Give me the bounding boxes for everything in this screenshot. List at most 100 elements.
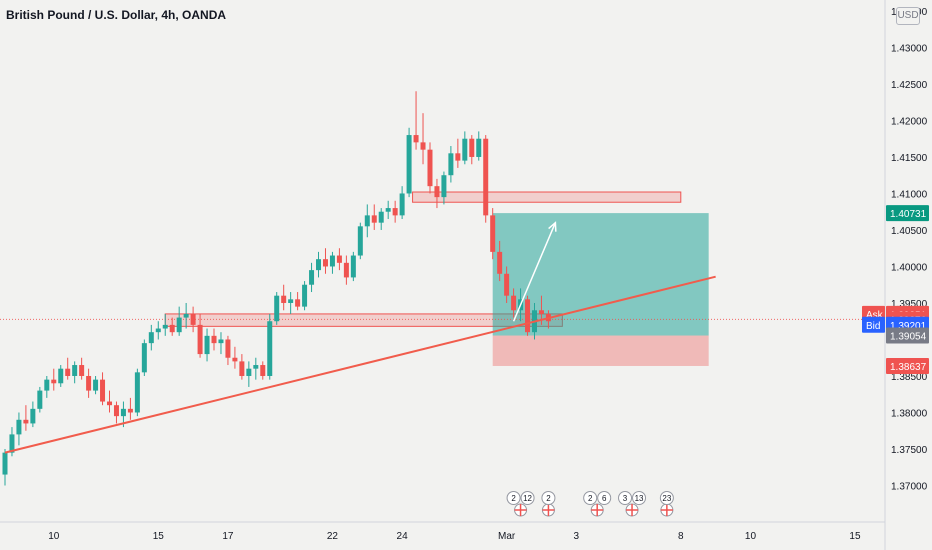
event-count: 6 xyxy=(602,494,607,503)
candle xyxy=(134,372,140,413)
candle xyxy=(225,339,231,358)
candle xyxy=(58,368,64,384)
candle xyxy=(169,324,175,333)
candle xyxy=(120,408,126,417)
candle xyxy=(364,215,370,227)
event-count: 23 xyxy=(662,494,671,503)
candle xyxy=(218,339,224,344)
candle xyxy=(232,357,238,362)
candle xyxy=(267,321,273,376)
candle xyxy=(302,284,308,307)
candle xyxy=(141,343,147,373)
x-tick-label: 3 xyxy=(574,531,580,542)
candle xyxy=(148,332,154,344)
candle xyxy=(309,270,315,285)
candle xyxy=(281,295,287,303)
candle xyxy=(239,361,245,376)
y-tick-label: 1.43000 xyxy=(891,43,928,54)
y-tick-label: 1.40500 xyxy=(891,226,928,237)
x-tick-label: 15 xyxy=(849,531,861,542)
event-count: 12 xyxy=(523,494,532,503)
candle xyxy=(378,211,384,223)
flag-cross-icon xyxy=(626,504,639,516)
x-tick-label: Mar xyxy=(498,531,516,542)
candle xyxy=(525,299,531,333)
x-tick-label: 10 xyxy=(48,531,60,542)
event-count-badge xyxy=(632,491,647,505)
candle xyxy=(504,273,510,296)
event-marker-group: 2 12 xyxy=(506,491,535,517)
candle xyxy=(476,138,482,157)
event-count: 2 xyxy=(511,494,516,503)
candle xyxy=(113,405,119,417)
candle xyxy=(538,310,544,314)
candle xyxy=(155,328,161,333)
candle xyxy=(51,379,57,384)
candle xyxy=(162,324,168,329)
candles xyxy=(2,91,551,486)
event-count: 13 xyxy=(635,494,644,503)
candle xyxy=(176,317,182,333)
candle xyxy=(127,408,133,413)
x-tick-label: 15 xyxy=(153,531,165,542)
flag-cross-icon xyxy=(591,504,604,516)
price-label: 1.38637 xyxy=(890,362,927,373)
candle xyxy=(79,365,85,376)
candle xyxy=(9,434,15,453)
x-tick-label: 22 xyxy=(327,531,339,542)
event-count-badge xyxy=(618,491,633,505)
candle xyxy=(107,401,113,406)
price-tag: Ask xyxy=(866,310,884,321)
currency-badge[interactable]: USD xyxy=(896,7,920,25)
candle xyxy=(30,408,36,424)
event-count-badge xyxy=(506,491,521,505)
event-count-badge xyxy=(597,491,612,505)
candle xyxy=(448,153,454,176)
candle xyxy=(197,324,203,355)
price-label: 1.39054 xyxy=(890,332,927,343)
arrow-head-icon xyxy=(548,221,557,232)
candle xyxy=(441,175,447,198)
candle xyxy=(295,299,301,307)
candle xyxy=(392,208,398,216)
candle xyxy=(44,379,50,391)
y-tick-label: 1.40000 xyxy=(891,262,928,273)
candle xyxy=(2,452,8,475)
candle xyxy=(100,379,106,402)
y-tick-label: 1.41500 xyxy=(891,153,928,164)
y-tick-label: 1.37000 xyxy=(891,481,928,492)
price-label-box xyxy=(886,357,929,374)
candle xyxy=(16,419,22,435)
y-tick-label: 1.39500 xyxy=(891,299,928,310)
candle xyxy=(211,335,217,344)
candle xyxy=(183,313,189,318)
candle xyxy=(371,215,377,223)
candle xyxy=(343,262,349,278)
candle xyxy=(497,251,503,274)
flag-cross-icon xyxy=(542,504,555,516)
candle xyxy=(260,365,266,376)
event-count-badge xyxy=(520,491,535,505)
candle xyxy=(86,375,92,391)
candle xyxy=(455,153,461,161)
projection-arrow xyxy=(512,222,557,322)
candle xyxy=(204,335,210,355)
candle xyxy=(322,259,328,267)
candle xyxy=(420,142,426,150)
x-tick-label: 10 xyxy=(745,531,757,542)
flag-cross-icon xyxy=(660,504,673,516)
candle xyxy=(427,149,433,187)
price-tag-box xyxy=(862,316,885,333)
price-label: 1.40731 xyxy=(890,209,927,220)
event-marker-group: 23 xyxy=(659,491,674,517)
candle xyxy=(350,255,356,278)
y-tick-label: 1.42000 xyxy=(891,116,928,127)
candle xyxy=(490,215,496,252)
candle xyxy=(190,313,196,325)
event-marker-group: 2 xyxy=(541,491,556,517)
candle xyxy=(23,419,29,424)
candle xyxy=(483,138,489,216)
